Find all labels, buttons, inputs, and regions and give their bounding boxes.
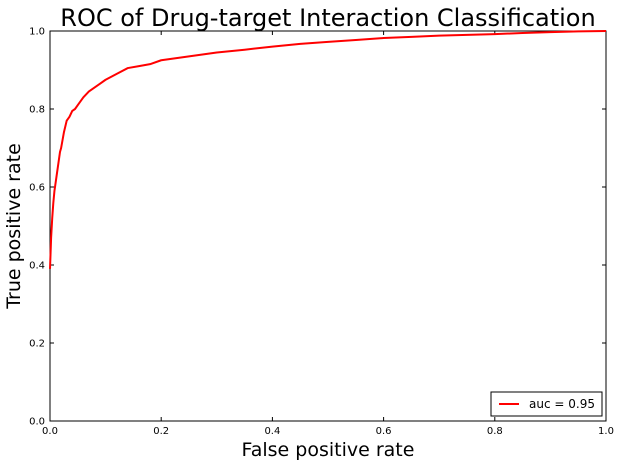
y-tick-label: 0.6 xyxy=(29,183,45,194)
legend: auc = 0.95 xyxy=(490,391,603,417)
chart-title: ROC of Drug-target Interaction Classific… xyxy=(60,4,595,32)
x-tick-label: 0.2 xyxy=(153,426,169,437)
y-axis-label: True positive rate xyxy=(3,143,25,310)
x-tick-label: 0.0 xyxy=(42,426,58,437)
series-layer xyxy=(49,30,607,269)
x-tick-label: 1.0 xyxy=(598,426,614,437)
x-tick-label: 0.8 xyxy=(487,426,503,437)
y-tick-label: 0.4 xyxy=(29,261,45,272)
plot-frame xyxy=(49,30,607,422)
x-axis-label: False positive rate xyxy=(242,439,415,461)
y-tick-label: 1.0 xyxy=(29,27,45,38)
legend-label: auc = 0.95 xyxy=(529,397,595,411)
x-tick-label: 0.6 xyxy=(376,426,392,437)
roc-curve-line xyxy=(49,30,607,269)
y-tick-label: 0.0 xyxy=(29,417,45,428)
axis-ticks: 0.0 0.2 0.4 0.6 0.8 1.0 0.0 0.2 0.4 0.6 0.8 1.0 xyxy=(29,27,614,438)
y-tick-label: 0.2 xyxy=(29,339,45,350)
y-tick-label: 0.8 xyxy=(29,105,45,116)
x-tick-label: 0.4 xyxy=(264,426,280,437)
